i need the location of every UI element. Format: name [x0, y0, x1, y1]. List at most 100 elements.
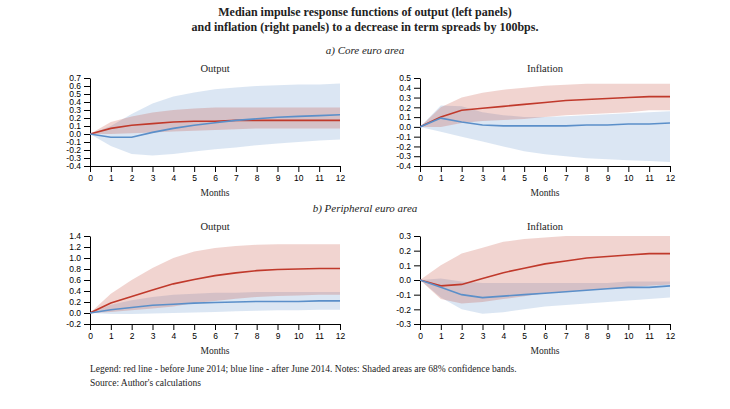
x-tick: 3: [481, 324, 486, 341]
y-tick: -0.2: [396, 305, 420, 315]
x-tick-label: 7: [234, 173, 239, 183]
x-tick-label: 3: [481, 331, 486, 341]
y-tick-mark: [84, 280, 90, 281]
x-tick-mark: [173, 166, 174, 172]
x-tick-label: 4: [501, 173, 506, 183]
x-tick-label: 4: [501, 331, 506, 341]
x-tick-label: 10: [294, 173, 304, 183]
x-tick-mark: [587, 324, 588, 330]
x-tick-label: 4: [171, 331, 176, 341]
x-tick-mark: [194, 324, 195, 330]
x-axis: 0123456789101112: [88, 324, 345, 341]
y-tick-mark: [414, 309, 420, 310]
x-tick-label: 0: [418, 331, 423, 341]
y-tick-mark: [84, 94, 90, 95]
y-tick: 0.8: [69, 264, 90, 274]
x-tick-mark: [483, 166, 484, 172]
note-text: Source: Author's calculations: [90, 378, 201, 388]
x-tick-label: 10: [624, 173, 634, 183]
x-tick: 1: [439, 324, 444, 341]
y-tick: 0.2: [399, 246, 420, 256]
x-tick-mark: [340, 324, 341, 330]
x-tick-label: 2: [460, 331, 465, 341]
x-tick-label: 3: [481, 173, 486, 183]
x-tick: 7: [234, 166, 239, 183]
x-tick-label: 0: [418, 173, 423, 183]
x-tick-label: 6: [213, 331, 218, 341]
median-line: [420, 280, 670, 298]
x-tick-label: 8: [255, 331, 260, 341]
x-tick-mark: [215, 324, 216, 330]
x-tick-mark: [215, 166, 216, 172]
y-tick: 0.6: [69, 275, 90, 285]
y-tick-label: -0.1: [396, 132, 411, 142]
y-axis-line: [420, 79, 421, 167]
x-tick: 4: [171, 166, 176, 183]
x-tick: 6: [543, 166, 548, 183]
y-tick-mark: [414, 265, 420, 266]
x-tick-mark: [628, 166, 629, 172]
median-line: [420, 254, 670, 286]
x-tick: 4: [171, 324, 176, 341]
x-tick-label: 1: [439, 173, 444, 183]
plot-area: [420, 84, 670, 162]
x-tick-label: 11: [315, 173, 324, 183]
y-tick-label: 0.1: [399, 112, 411, 122]
y-tick-mark: [414, 156, 420, 157]
confidence-band: [420, 236, 670, 303]
y-tick-mark: [84, 291, 90, 292]
y-tick-mark: [84, 258, 90, 259]
x-tick: 10: [624, 166, 634, 183]
y-tick-mark: [84, 247, 90, 248]
x-tick: 3: [151, 324, 156, 341]
x-tick: 1: [109, 166, 114, 183]
x-axis-title: Months: [200, 346, 229, 356]
x-tick-mark: [153, 324, 154, 330]
y-tick-mark: [414, 78, 420, 79]
x-tick-label: 11: [645, 173, 654, 183]
y-tick-mark: [414, 295, 420, 296]
note-text: Legend: red line - before June 2014; blu…: [90, 364, 517, 374]
x-tick-label: 11: [645, 331, 654, 341]
x-tick-mark: [420, 166, 421, 172]
x-tick-mark: [608, 166, 609, 172]
x-tick-label: 5: [522, 331, 527, 341]
x-tick-mark: [90, 324, 91, 330]
x-tick-label: 6: [543, 173, 548, 183]
y-tick: 1.4: [69, 231, 90, 241]
x-tick: 5: [192, 166, 197, 183]
x-tick-label: 12: [666, 173, 676, 183]
y-axis-line: [90, 79, 91, 167]
y-tick-mark: [84, 302, 90, 303]
y-tick-label: 0.6: [69, 275, 81, 285]
y-tick: 0.2: [399, 103, 420, 113]
y-tick-mark: [84, 313, 90, 314]
x-tick-mark: [670, 166, 671, 172]
y-tick-mark: [414, 107, 420, 108]
x-tick-label: 4: [171, 173, 176, 183]
x-tick: 11: [315, 324, 324, 341]
y-tick-mark: [414, 166, 420, 167]
y-tick-mark: [414, 117, 420, 118]
y-tick-mark: [414, 88, 420, 89]
median-line: [420, 118, 670, 127]
y-tick: 0.3: [399, 93, 420, 103]
y-tick: 0.2: [69, 297, 90, 307]
panel-title: Output: [200, 63, 229, 74]
x-tick-label: 5: [192, 331, 197, 341]
y-tick-label: -0.2: [396, 305, 411, 315]
x-tick: 4: [501, 166, 506, 183]
x-tick: 2: [130, 324, 135, 341]
y-tick-mark: [84, 134, 90, 135]
x-tick: 1: [109, 324, 114, 341]
x-tick-mark: [278, 324, 279, 330]
y-tick-label: 0.2: [69, 297, 81, 307]
y-tick-label: 0.8: [69, 264, 81, 274]
y-tick-label: 0.2: [399, 103, 411, 113]
y-tick: 0.3: [399, 231, 420, 241]
x-tick: 12: [336, 324, 346, 341]
x-tick-label: 7: [234, 331, 239, 341]
x-tick-label: 0: [88, 331, 93, 341]
x-tick: 9: [276, 166, 281, 183]
x-tick: 2: [460, 324, 465, 341]
